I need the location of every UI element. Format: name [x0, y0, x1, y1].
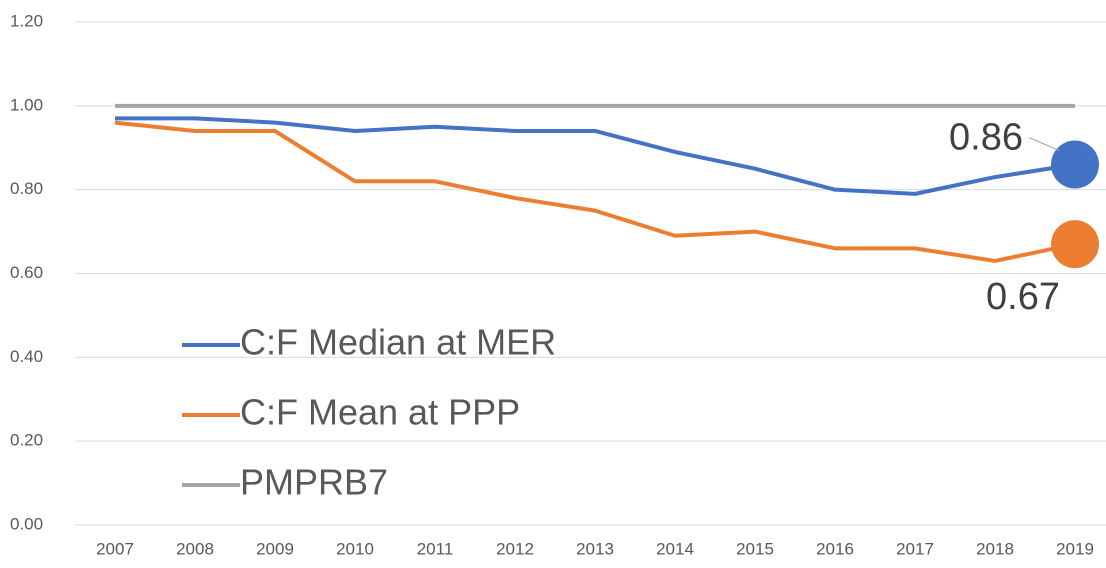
- y-tick-label: 0.40: [10, 347, 43, 366]
- leader-line: [1028, 137, 1060, 151]
- x-tick-label: 2018: [976, 539, 1014, 558]
- legend-label: C:F Median at MER: [240, 322, 556, 363]
- x-tick-label: 2008: [176, 539, 214, 558]
- legend-label: PMPRB7: [240, 462, 388, 503]
- x-tick-label: 2015: [736, 539, 774, 558]
- x-tick-label: 2014: [656, 539, 694, 558]
- x-tick-label: 2010: [336, 539, 374, 558]
- y-tick-label: 0.80: [10, 179, 43, 198]
- x-tick-label: 2012: [496, 539, 534, 558]
- y-tick-label: 0.00: [10, 514, 43, 533]
- end-marker: [1051, 140, 1099, 189]
- end-marker: [1051, 220, 1099, 269]
- series-line: [115, 116, 1076, 196]
- series-line: [114, 120, 1076, 263]
- data-label: 0.86: [949, 117, 1023, 159]
- y-tick-label: 0.20: [10, 431, 43, 450]
- y-tick-label: 1.00: [10, 95, 43, 114]
- y-tick-label: 1.20: [10, 11, 43, 30]
- x-tick-label: 2017: [896, 539, 934, 558]
- x-tick-label: 2011: [417, 539, 454, 558]
- x-tick-label: 2016: [816, 539, 854, 558]
- x-tick-label: 2007: [96, 539, 134, 558]
- data-label: 0.67: [986, 276, 1060, 318]
- x-tick-label: 2013: [576, 539, 614, 558]
- x-tick-label: 2019: [1056, 539, 1094, 558]
- legend-label: C:F Mean at PPP: [240, 392, 520, 433]
- y-tick-label: 0.60: [10, 263, 43, 282]
- x-tick-label: 2009: [256, 539, 294, 558]
